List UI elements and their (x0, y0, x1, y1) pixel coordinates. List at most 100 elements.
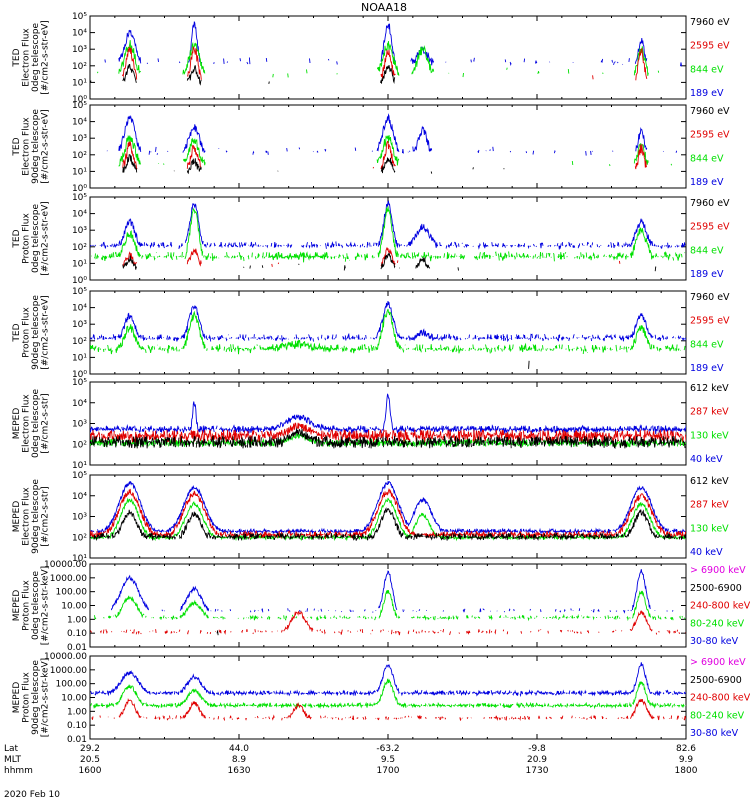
x-axis-labels: LatMLThhmm29.220.5160044.08.91630-63.29.… (4, 744, 698, 776)
ylabel-line: 0deg telescope (31, 571, 41, 641)
ylabel-line: 90deg telescope (31, 660, 41, 735)
series-group (91, 22, 687, 85)
series-group (90, 301, 686, 369)
y-tick-label: 10⁴ (72, 399, 87, 409)
legend-entry: 287 keV (690, 500, 729, 511)
series-612-kev (90, 507, 686, 542)
y-tick-label: 10⁰ (72, 95, 87, 105)
series-group (90, 662, 686, 722)
series-7960-ev (91, 64, 659, 84)
ylabel-line: [#/cm2-s-str-eV] (40, 20, 50, 95)
panel-ylabel: TEDProton Flux0deg telescope[#/cm2-s-str… (12, 201, 51, 276)
ylabel-line: Proton Flux (21, 672, 31, 723)
series-7960-ev (529, 361, 642, 369)
ylabel-line: [#/cm2-s-str] (40, 393, 50, 453)
y-tick-label: 10⁵ (72, 193, 87, 203)
panel-1: 10⁰ 10¹ 10² 10³ 10⁴ 10⁵ TEDElectron Flux0deg t… (12, 12, 730, 105)
y-tick-label: 10³ (72, 420, 87, 430)
y-tick-label: 10⁴ (72, 210, 87, 220)
y-tick-label: 10² (72, 440, 87, 450)
y-tick-label: 10000.00 (44, 652, 87, 662)
legend-entry: 40 keV (690, 454, 723, 465)
panel-4: 10⁰ 10¹ 10² 10³ 10⁴ 10⁵ TEDProton Flux90deg te… (12, 287, 730, 380)
ylabel-line: [#/cm2-s-str-keV] (40, 566, 50, 645)
series-group (107, 115, 686, 174)
legend-entry: 240-800 keV (690, 601, 750, 612)
y-tick-label: 10³ (72, 226, 87, 236)
series-7960-ev (123, 155, 679, 174)
series-group (90, 200, 686, 271)
ylabel-line: 90deg telescope (31, 479, 41, 554)
legend-entry: 189 eV (690, 177, 724, 188)
series-group (90, 569, 687, 638)
y-tick-label: 10² (72, 243, 87, 253)
x-tick-mlt: 8.9 (232, 755, 247, 765)
x-tick-lat: -63.2 (376, 744, 399, 754)
series-40-kev (90, 393, 686, 435)
y-tick-label: 10⁵ (72, 287, 87, 297)
x-tick-lat: 82.6 (676, 744, 696, 754)
y-tick-label: 10⁵ (72, 471, 87, 481)
legend-entry: 40 keV (690, 547, 723, 558)
legend-entry: 2500-6900 (690, 675, 742, 686)
y-tick-label: 10³ (72, 320, 87, 330)
series-844-ev (98, 40, 685, 77)
ylabel-line: TED (12, 229, 22, 248)
ylabel-line: TED (12, 48, 22, 67)
y-tick-label: 100.00 (56, 588, 88, 598)
figure-title: NOAA18 (361, 1, 407, 14)
panel-ylabel: TEDElectron Flux0deg telescope[#/cm2-s-s… (12, 20, 51, 95)
y-tick-label: 0.01 (67, 735, 87, 745)
y-tick-label: 10² (72, 533, 87, 543)
panel-8: 0.010.101.0010.00100.001000.0010000.00ME… (12, 652, 750, 745)
series-2500-6900 (217, 630, 677, 635)
panel-ylabel: MEPEDProton Flux0deg telescope[#/cm2-s-s… (12, 566, 51, 645)
y-tick-label: 10¹ (72, 167, 87, 177)
y-tick-label: 10¹ (72, 461, 87, 471)
x-tick-hhmm: 1600 (79, 766, 102, 776)
series-844-ev (91, 206, 686, 263)
legend-entry: 2595 eV (690, 41, 730, 52)
panel-ylabel: TEDElectron Flux90deg telescope[#/cm2-s-… (12, 109, 51, 184)
ylabel-line: MEPED (12, 501, 22, 533)
y-tick-label: 10² (72, 62, 87, 72)
legend-entry: 612 keV (690, 383, 729, 394)
series-80-240-kev (90, 678, 686, 710)
x-tick-lat: -9.8 (528, 744, 546, 754)
legend-entry: 30-80 keV (690, 728, 739, 739)
legend-entry: 7960 eV (690, 292, 730, 303)
y-tick-label: 10⁴ (72, 29, 87, 39)
y-tick-label: 10.00 (61, 694, 87, 704)
ylabel-line: MEPED (12, 682, 22, 714)
ylabel-line: Proton Flux (21, 307, 31, 358)
panel-5: 10¹ 10² 10³ 10⁴ 10⁵ MEPEDElectron Flux0deg te… (12, 378, 729, 471)
x-row-label: hhmm (4, 766, 33, 776)
legend-entry: 2595 eV (690, 130, 730, 141)
legend-entry: 612 keV (690, 476, 729, 487)
ylabel-line: MEPED (12, 590, 22, 622)
legend-entry: 130 keV (690, 430, 729, 441)
series-30-80-kev (90, 662, 686, 698)
x-row-label: Lat (4, 744, 19, 754)
y-tick-label: 10³ (72, 513, 87, 523)
x-tick-mlt: 20.5 (80, 755, 100, 765)
ylabel-line: TED (12, 137, 22, 156)
legend-entry: 189 eV (690, 88, 724, 99)
panel-ylabel: TEDProton Flux90deg telescope[#/cm2-s-st… (12, 295, 51, 370)
legend-entry: 240-800 keV (690, 693, 750, 704)
legend-entry: 844 eV (690, 339, 724, 350)
x-row-label: MLT (4, 755, 22, 765)
ylabel-line: 90deg telescope (31, 109, 41, 184)
x-tick-lat: 29.2 (80, 744, 100, 754)
ylabel-line: Electron Flux (21, 487, 31, 546)
series-group (90, 393, 686, 449)
ylabel-line: Electron Flux (21, 394, 31, 453)
x-tick-hhmm: 1800 (675, 766, 698, 776)
legend-entry: 30-80 keV (690, 636, 739, 647)
panel-frame (89, 655, 687, 740)
ylabel-line: 0deg telescope (31, 204, 41, 274)
series-189-ev (90, 301, 686, 343)
legend-entry: 7960 eV (690, 17, 730, 28)
